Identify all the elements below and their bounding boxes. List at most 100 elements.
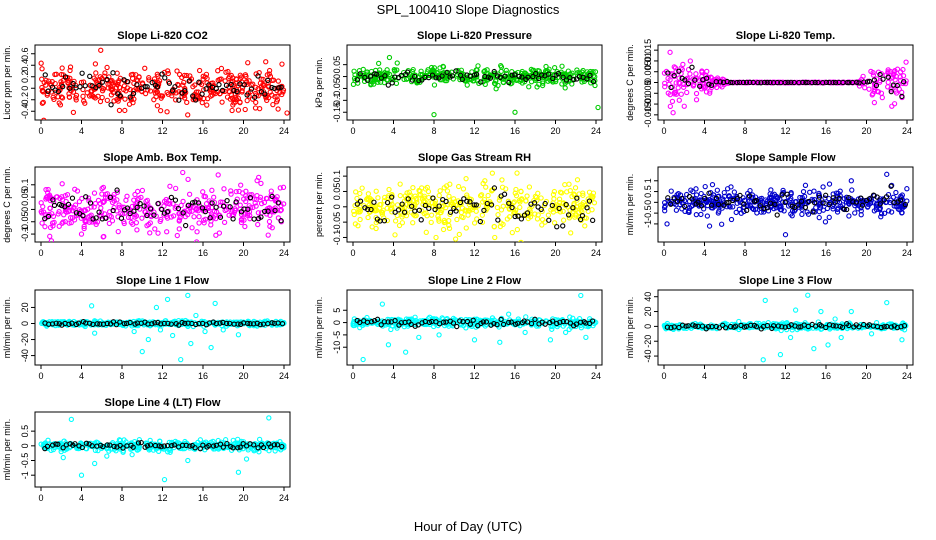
data-point xyxy=(84,206,91,212)
reference-point xyxy=(902,201,909,208)
reference-point xyxy=(586,198,593,204)
panel-title: Slope Amb. Box Temp. xyxy=(103,152,222,164)
data-point xyxy=(498,68,504,75)
data-point xyxy=(134,77,140,83)
data-point xyxy=(228,191,234,197)
data-point xyxy=(389,74,395,81)
reference-point xyxy=(571,76,577,83)
data-point xyxy=(211,199,218,206)
data-point xyxy=(397,192,403,199)
data-point xyxy=(76,198,83,205)
data-point xyxy=(264,195,270,202)
data-point xyxy=(131,328,137,335)
data-point xyxy=(881,210,888,216)
data-point xyxy=(891,203,897,209)
reference-point xyxy=(258,214,264,220)
reference-point xyxy=(401,209,408,215)
x-tick-label: 8 xyxy=(431,126,436,136)
reference-point xyxy=(830,323,836,329)
data-point xyxy=(394,60,400,66)
reference-point xyxy=(708,202,715,208)
data-point xyxy=(559,190,565,196)
reference-point xyxy=(121,321,127,327)
data-point xyxy=(885,79,891,85)
reference-point xyxy=(532,316,538,322)
y-tick-label: -5 xyxy=(332,331,342,339)
data-point xyxy=(279,61,285,67)
points xyxy=(661,171,910,238)
data-point xyxy=(413,212,419,219)
data-point xyxy=(95,197,102,204)
data-point xyxy=(277,208,284,214)
x-tick-label: 12 xyxy=(780,371,790,381)
reference-point xyxy=(62,204,68,210)
reference-point xyxy=(874,194,880,200)
reference-point xyxy=(67,85,73,91)
reference-point xyxy=(104,76,110,83)
data-point xyxy=(860,73,866,79)
x-tick-label: 0 xyxy=(38,493,43,503)
data-point xyxy=(218,199,224,205)
reference-point xyxy=(744,207,750,214)
data-point xyxy=(458,209,465,216)
data-point xyxy=(893,73,899,79)
data-point xyxy=(517,204,523,210)
reference-point xyxy=(189,200,196,206)
data-point xyxy=(825,342,831,348)
data-point xyxy=(229,107,235,114)
data-point xyxy=(436,218,442,224)
data-point xyxy=(444,188,451,194)
data-point xyxy=(846,213,852,219)
data-point xyxy=(566,181,572,187)
data-point xyxy=(522,329,528,336)
reference-point xyxy=(664,324,671,330)
data-point xyxy=(61,438,67,444)
x-tick-label: 0 xyxy=(38,126,43,136)
data-point xyxy=(433,72,439,78)
data-point xyxy=(551,188,558,195)
x-tick-label: 4 xyxy=(79,126,84,136)
data-point xyxy=(762,297,768,304)
reference-point xyxy=(554,224,560,230)
y-axis-label: ml/min per min. xyxy=(625,174,635,236)
data-point xyxy=(48,238,55,242)
data-point xyxy=(489,170,496,176)
data-point xyxy=(117,437,124,444)
reference-point xyxy=(858,195,864,201)
reference-point xyxy=(753,324,760,330)
data-point xyxy=(266,218,273,225)
x-tick-label: 12 xyxy=(780,126,790,136)
y-axis-label: ml/min per min. xyxy=(2,297,12,359)
reference-point xyxy=(508,319,514,325)
data-point xyxy=(275,78,281,84)
reference-point xyxy=(213,85,219,92)
data-point xyxy=(208,344,214,351)
data-point xyxy=(482,81,488,88)
reference-point xyxy=(512,213,518,220)
y-tick-label: -0.1 xyxy=(332,93,342,109)
reference-point xyxy=(810,209,816,215)
data-point xyxy=(151,209,157,215)
reference-point xyxy=(99,216,105,222)
data-point xyxy=(217,91,223,97)
points xyxy=(350,54,601,118)
data-point xyxy=(661,204,668,211)
data-point xyxy=(208,218,214,224)
reference-point xyxy=(392,209,398,215)
data-point xyxy=(535,190,541,196)
reference-point xyxy=(182,88,188,94)
data-point xyxy=(360,356,366,363)
y-tick-label: 0.2 xyxy=(20,70,30,83)
data-point xyxy=(355,223,361,229)
reference-point xyxy=(395,207,402,213)
data-point xyxy=(389,191,395,198)
data-point xyxy=(698,211,704,218)
reference-point xyxy=(69,195,76,201)
reference-point xyxy=(96,209,102,215)
reference-point xyxy=(176,97,182,103)
reference-point xyxy=(385,82,391,88)
data-point xyxy=(159,93,166,99)
data-point xyxy=(122,107,128,114)
reference-point xyxy=(779,192,785,198)
